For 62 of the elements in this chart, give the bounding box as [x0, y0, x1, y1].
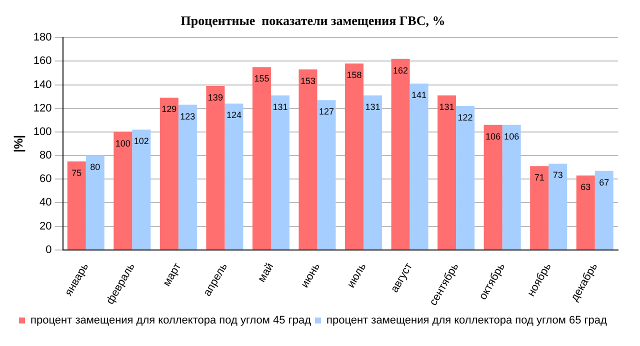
data-label: 67 [599, 177, 610, 188]
data-label: 127 [318, 106, 334, 117]
bar [594, 170, 614, 250]
y-tick-label: 160 [33, 55, 52, 68]
bar [438, 95, 456, 250]
data-label: 100 [115, 138, 130, 148]
bar [298, 69, 318, 250]
data-label: 102 [134, 136, 149, 146]
data-label: 124 [226, 110, 242, 120]
bar [160, 98, 178, 250]
bar [576, 176, 595, 250]
y-tick-label: 0 [46, 244, 52, 256]
data-label: 71 [534, 172, 544, 183]
y-tick-label: 20 [40, 220, 52, 232]
bar [530, 166, 549, 250]
legend-label: процент замещения для коллектора под углом 45 град [30, 314, 312, 327]
data-label: 153 [300, 76, 316, 86]
y-tick-label: 180 [33, 32, 52, 44]
data-label: 131 [272, 102, 288, 112]
data-label: 139 [208, 92, 223, 102]
data-label: 73 [552, 170, 563, 180]
data-label: 122 [458, 112, 473, 122]
bar [114, 132, 132, 250]
y-tick-label: 100 [33, 126, 52, 138]
bar [391, 58, 410, 250]
bar [317, 100, 336, 250]
bar [67, 161, 86, 250]
data-label: 75 [72, 168, 82, 178]
bar [132, 130, 151, 250]
bar [252, 67, 271, 250]
data-label: 131 [439, 102, 454, 112]
data-label: 141 [412, 90, 427, 100]
bar [178, 104, 197, 250]
data-label: 155 [254, 74, 270, 84]
y-tick-label: 140 [33, 78, 52, 91]
y-tick-label: 80 [40, 150, 52, 162]
data-label: 123 [180, 111, 196, 122]
data-label: 158 [346, 70, 362, 80]
bar [548, 164, 568, 250]
data-label: 131 [365, 102, 380, 112]
bar [502, 124, 521, 250]
data-label: 106 [486, 131, 501, 142]
bar [224, 104, 244, 250]
y-axis-title: |%| [12, 135, 26, 152]
y-tick-label: 60 [40, 173, 52, 186]
y-tick-label: 40 [40, 196, 52, 209]
bar [270, 95, 290, 250]
chart-title: Процентные показатели замещения ГВС, % [180, 13, 446, 28]
data-label: 63 [580, 182, 591, 192]
bar [345, 64, 364, 250]
data-label: 162 [393, 65, 408, 76]
bar [206, 86, 225, 250]
y-tick-label: 120 [33, 102, 52, 114]
bar [86, 156, 104, 250]
legend-label: процент замещения для коллектора под углом 65 град [326, 314, 608, 327]
bar [456, 106, 475, 250]
data-label: 80 [90, 162, 100, 172]
data-label: 106 [504, 131, 520, 142]
bar [364, 95, 382, 250]
bar [484, 124, 502, 250]
bar [410, 84, 428, 250]
data-label: 129 [162, 104, 177, 114]
